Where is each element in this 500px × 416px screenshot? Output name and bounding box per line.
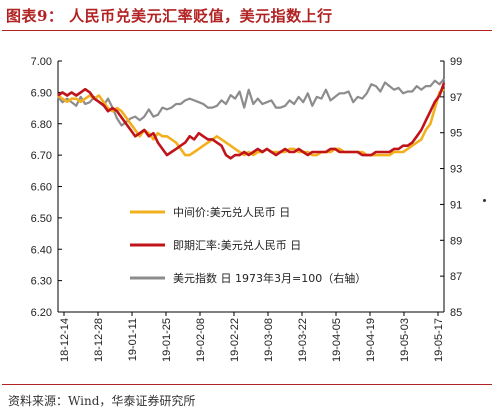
stray-dot-mark bbox=[483, 199, 486, 202]
right-tick-label: 99 bbox=[450, 56, 462, 68]
left-tick-label: 6.50 bbox=[31, 213, 52, 225]
x-tick-label: 19-03-08 bbox=[263, 318, 275, 362]
right-tick-label: 85 bbox=[450, 307, 462, 319]
x-axis-ticks: 18-12-14 18-12-28 19-01-11 19-01-25 19-02-08… bbox=[59, 312, 445, 362]
right-tick-label: 87 bbox=[450, 271, 462, 283]
left-tick-label: 6.70 bbox=[31, 150, 52, 162]
left-tick-label: 6.40 bbox=[31, 244, 52, 256]
series-lines bbox=[57, 78, 446, 160]
x-tick-label: 19-05-17 bbox=[433, 318, 445, 362]
legend-label: 即期汇率:美元兑人民币 日 bbox=[173, 238, 301, 252]
left-tick-label: 7.00 bbox=[31, 56, 52, 68]
x-tick-label: 19-01-25 bbox=[161, 318, 173, 362]
left-tick-label: 6.60 bbox=[31, 182, 52, 194]
x-tick-label: 19-03-22 bbox=[297, 318, 309, 362]
legend-label: 美元指数 日 1973年3月=100（右轴） bbox=[173, 271, 366, 285]
left-tick-label: 6.90 bbox=[31, 87, 52, 99]
x-tick-label: 18-12-28 bbox=[93, 318, 105, 362]
x-tick-label: 19-04-19 bbox=[365, 318, 377, 362]
source-note: 资料来源：Wind，华泰证券研究所 bbox=[8, 394, 196, 408]
source-divider bbox=[2, 384, 492, 385]
x-tick-label: 19-05-03 bbox=[399, 318, 411, 362]
right-tick-label: 97 bbox=[450, 92, 462, 104]
x-tick-label: 19-02-08 bbox=[195, 318, 207, 362]
right-tick-label: 91 bbox=[450, 199, 462, 211]
right-tick-label: 89 bbox=[450, 235, 462, 247]
right-axis-ticks: 99 97 95 93 91 89 87 85 bbox=[440, 56, 462, 319]
title-divider bbox=[2, 30, 492, 31]
x-tick-label: 19-02-22 bbox=[229, 318, 241, 362]
x-tick-label: 19-04-05 bbox=[331, 318, 343, 362]
series-line-3 bbox=[57, 78, 445, 127]
right-tick-label: 95 bbox=[450, 128, 462, 140]
axes bbox=[57, 61, 445, 313]
x-tick-label: 18-12-14 bbox=[59, 318, 71, 362]
legend-label: 中间价:美元兑人民币 日 bbox=[173, 205, 290, 219]
left-axis-ticks: 7.00 6.90 6.80 6.70 6.60 6.50 6.40 6.30 6.20 bbox=[31, 56, 62, 319]
chart-title: 图表9： 人民币兑美元汇率贬值，美元指数上行 bbox=[6, 7, 333, 25]
right-tick-label: 93 bbox=[450, 164, 462, 176]
left-tick-label: 6.30 bbox=[31, 276, 52, 288]
series-line-2 bbox=[57, 82, 446, 160]
left-tick-label: 6.20 bbox=[31, 307, 52, 319]
left-tick-label: 6.80 bbox=[31, 119, 52, 131]
x-tick-label: 19-01-11 bbox=[127, 318, 139, 361]
